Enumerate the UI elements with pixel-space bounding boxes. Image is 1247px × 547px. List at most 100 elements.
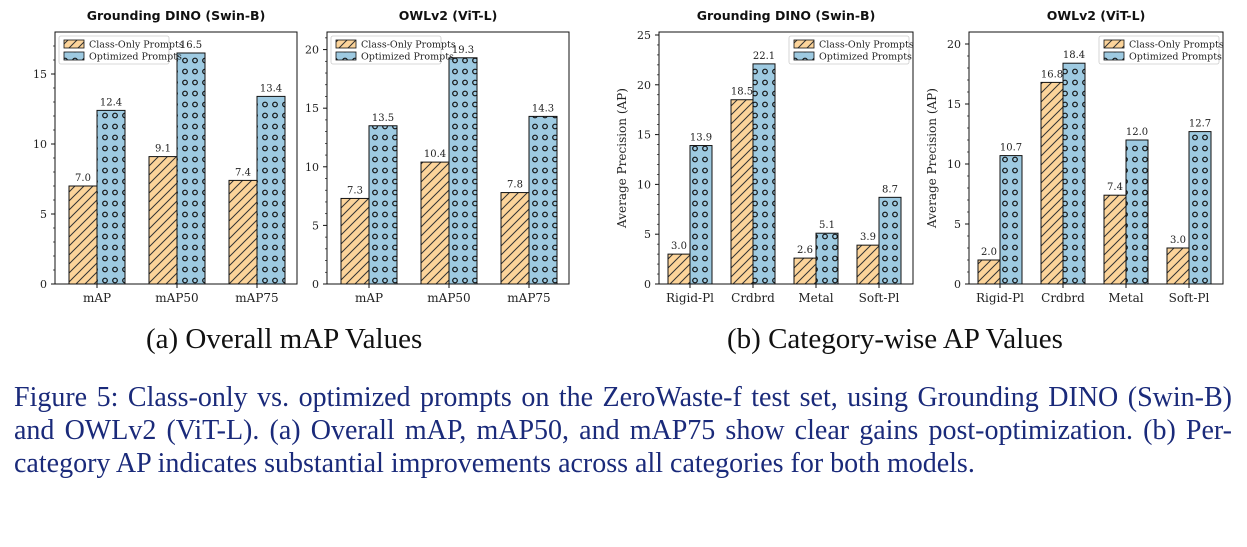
bar-class-only (1040, 81, 1064, 285)
y-axis-label: Average Precision (AP) (925, 88, 939, 229)
bar-value-label: 7.4 (235, 167, 251, 178)
legend-swatch (63, 39, 85, 49)
plot-frame (968, 31, 1224, 285)
bar-optimized (176, 52, 206, 285)
y-tick-label: 15 (305, 102, 319, 115)
y-tick-label: 15 (637, 129, 651, 142)
legend-label: Optimized Prompts (819, 52, 912, 63)
bar-value-label: 14.3 (532, 103, 554, 114)
legend-box (788, 35, 910, 65)
bar-value-label: 7.4 (1107, 182, 1123, 193)
legend-label: Class-Only Prompts (819, 40, 914, 51)
bar-class-only (228, 179, 258, 285)
x-tick-label: Rigid-Pl (976, 291, 1024, 305)
legend-label: Class-Only Prompts (89, 40, 184, 51)
x-tick-label: mAP (83, 291, 111, 305)
bar-value-label: 8.7 (882, 184, 898, 195)
figure-caption: Figure 5: Class-only vs. optimized promp… (14, 382, 1232, 479)
x-tick-label: mAP50 (427, 291, 470, 305)
bar-optimized (815, 232, 839, 285)
bar-class-only (1166, 247, 1190, 285)
bar-value-label: 13.5 (372, 113, 394, 124)
bar-value-label: 9.1 (155, 144, 171, 155)
bar-optimized (999, 155, 1023, 285)
bar-value-label: 10.4 (424, 149, 446, 160)
bar-value-label: 3.0 (1170, 235, 1186, 246)
plot-frame (658, 31, 914, 285)
x-tick-label: mAP50 (155, 291, 198, 305)
y-tick-label: 0 (644, 278, 651, 291)
bar-class-only (420, 161, 450, 285)
bar-value-label: 13.4 (260, 83, 282, 94)
bar-value-label: 7.0 (75, 173, 91, 184)
x-tick-label: Soft-Pl (859, 291, 900, 305)
bar-value-label: 18.5 (731, 87, 753, 98)
legend-swatch (793, 39, 815, 49)
bar-class-only (148, 156, 178, 285)
bar-optimized (1062, 62, 1086, 285)
legend-label: Class-Only Prompts (1129, 40, 1224, 51)
bar-value-label: 5.1 (819, 220, 835, 231)
legend-swatch (335, 51, 357, 61)
legend-label: Optimized Prompts (361, 52, 454, 63)
bar-value-label: 3.9 (860, 232, 876, 243)
bar-value-label: 19.3 (452, 45, 474, 56)
bar-value-label: 13.9 (690, 133, 712, 144)
y-tick-label: 5 (954, 218, 961, 231)
x-tick-label: mAP75 (235, 291, 278, 305)
bar-optimized (752, 63, 776, 285)
legend-label: Optimized Prompts (1129, 52, 1222, 63)
bar-value-label: 12.7 (1189, 119, 1211, 130)
x-tick-label: Soft-Pl (1169, 291, 1210, 305)
x-tick-label: mAP (355, 291, 383, 305)
y-axis-label: Average Precision (AP) (615, 88, 629, 229)
bar-optimized (256, 95, 286, 285)
y-tick-label: 0 (954, 278, 961, 291)
figure-charts: Grounding DINO (Swin-B) 0 5 10 15 7.0 12.4 mAP 9… (33, 8, 1224, 305)
bar-optimized (878, 196, 902, 285)
chart-a-1: OWLv2 (ViT-L) 0 5 10 15 20 7.3 13.5 mAP 10.4 19.3 m… (305, 8, 570, 305)
y-tick-label: 5 (312, 219, 319, 232)
legend-swatch (63, 51, 85, 61)
legend-box (58, 35, 170, 65)
plot-frame (54, 31, 298, 285)
bar-class-only (977, 259, 1001, 285)
bar-optimized (528, 115, 558, 285)
bar-value-label: 7.3 (347, 185, 363, 196)
chart-title: OWLv2 (ViT-L) (1047, 8, 1146, 23)
bar-value-label: 16.8 (1041, 69, 1063, 80)
bar-class-only (500, 192, 530, 285)
legend-swatch (1103, 39, 1125, 49)
legend-box (330, 35, 442, 65)
subcaption-a: (a) Overall mAP Values (146, 323, 423, 355)
x-tick-label: Rigid-Pl (666, 291, 714, 305)
bar-optimized (368, 125, 398, 285)
bar-value-label: 16.5 (180, 40, 202, 51)
legend-box (1098, 35, 1220, 65)
bar-optimized (96, 109, 126, 285)
bar-optimized (1125, 139, 1149, 285)
bar-class-only (1103, 194, 1127, 285)
legend-swatch (335, 39, 357, 49)
legend-swatch (793, 51, 815, 61)
y-tick-label: 10 (305, 161, 319, 174)
bar-optimized (448, 57, 478, 285)
plot-frame (326, 31, 570, 285)
y-tick-label: 20 (637, 79, 651, 92)
bar-class-only (68, 185, 98, 285)
bar-value-label: 2.6 (797, 245, 813, 256)
y-tick-label: 20 (947, 38, 961, 51)
bar-value-label: 2.0 (981, 247, 997, 258)
y-tick-label: 10 (33, 138, 47, 151)
y-tick-label: 15 (947, 98, 961, 111)
bar-value-label: 12.0 (1126, 127, 1148, 138)
chart-title: Grounding DINO (Swin-B) (87, 8, 266, 23)
y-tick-label: 5 (40, 208, 47, 221)
y-tick-label: 25 (637, 29, 651, 42)
bar-class-only (856, 244, 880, 285)
x-tick-label: Metal (1108, 291, 1143, 305)
